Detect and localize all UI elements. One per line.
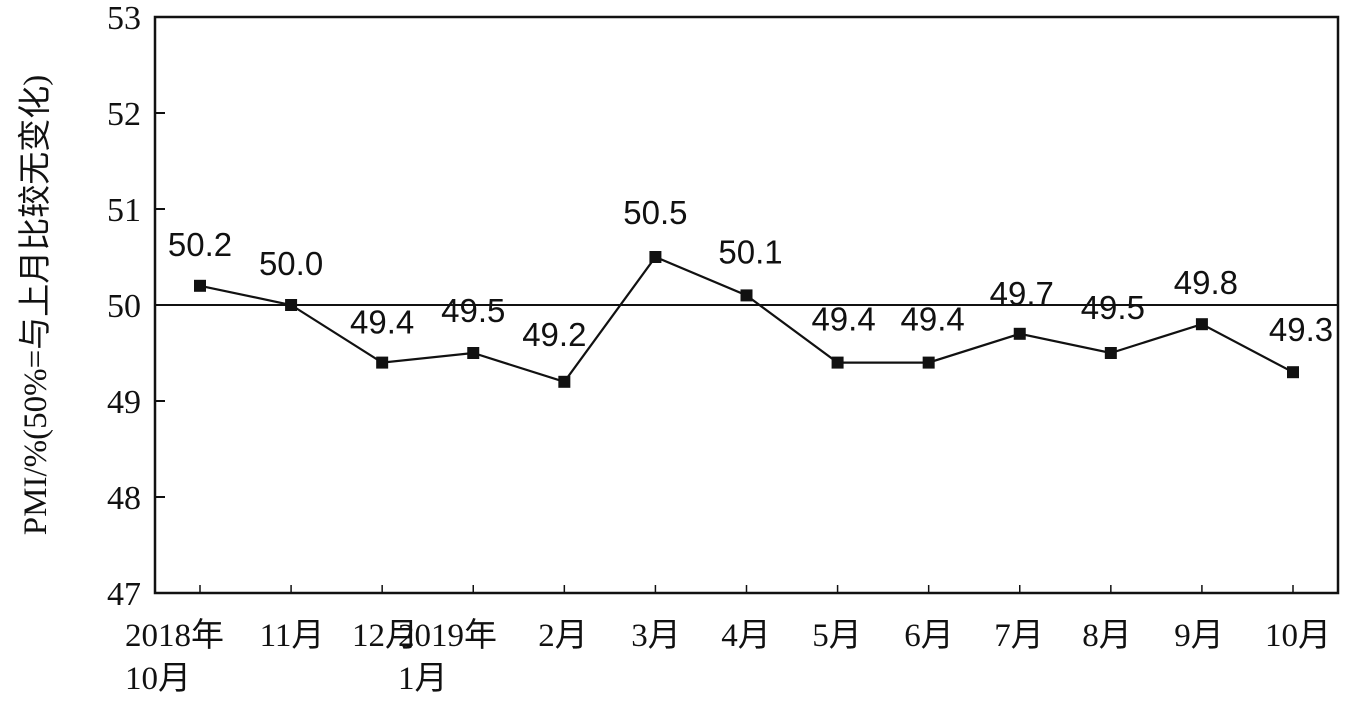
x-tick-label: 2018年 bbox=[125, 617, 224, 654]
data-point-marker bbox=[1195, 318, 1208, 331]
y-tick-label: 51 bbox=[107, 192, 141, 229]
data-label: 49.2 bbox=[522, 316, 586, 353]
data-label: 50.5 bbox=[623, 194, 687, 231]
data-label: 50.2 bbox=[168, 226, 232, 263]
x-tick-label: 10月 bbox=[1265, 618, 1331, 654]
data-point-marker bbox=[649, 251, 662, 263]
x-tick-label: 7月 bbox=[994, 618, 1044, 654]
x-tick-label: 5月 bbox=[812, 618, 862, 654]
x-tick-label: 3月 bbox=[631, 618, 681, 654]
data-point-marker bbox=[376, 356, 389, 369]
data-point-marker bbox=[194, 279, 206, 292]
data-label: 49.4 bbox=[901, 301, 965, 338]
x-tick-label: 1月 bbox=[398, 661, 448, 697]
data-label: 49.5 bbox=[441, 292, 505, 329]
data-label: 49.8 bbox=[1174, 264, 1238, 301]
data-label: 50.0 bbox=[259, 245, 323, 282]
y-axis-title: PMI/%(50%=与上月比较无变化) bbox=[17, 75, 54, 535]
x-tick-label: 8月 bbox=[1082, 618, 1132, 654]
x-tick-label: 9月 bbox=[1174, 618, 1224, 654]
data-label: 49.4 bbox=[811, 301, 875, 338]
data-point-marker bbox=[1104, 347, 1117, 359]
data-label: 49.5 bbox=[1081, 289, 1145, 326]
data-label: 49.7 bbox=[990, 275, 1054, 312]
y-tick-label: 52 bbox=[107, 96, 141, 133]
x-tick-label: 12月 bbox=[352, 618, 418, 654]
data-point-marker bbox=[740, 289, 753, 302]
x-tick-label: 6月 bbox=[904, 618, 954, 654]
series-markers bbox=[194, 251, 1299, 388]
data-point-marker bbox=[1013, 327, 1026, 340]
data-point-marker bbox=[922, 356, 935, 369]
data-point-marker bbox=[285, 299, 298, 311]
y-tick-label: 47 bbox=[107, 576, 141, 613]
data-point-marker bbox=[467, 347, 480, 359]
x-tick-label: 10月 bbox=[125, 661, 191, 697]
data-point-marker bbox=[558, 375, 571, 388]
data-label: 49.4 bbox=[350, 304, 414, 341]
data-labels: 50.2 50.0 49.4 49.5 49.2 50.5 50.1 49.4 49.4 49.7… bbox=[168, 194, 1333, 353]
y-tick-label: 50 bbox=[107, 288, 141, 325]
data-label: 49.3 bbox=[1269, 311, 1333, 348]
x-tick-label: 2月 bbox=[538, 618, 588, 654]
y-tick-label: 48 bbox=[107, 480, 141, 517]
y-tick-label: 49 bbox=[107, 384, 141, 421]
data-point-marker bbox=[831, 356, 844, 369]
data-point-marker bbox=[1287, 366, 1299, 379]
x-tick-label: 2019年 bbox=[398, 617, 497, 654]
x-tick-label: 4月 bbox=[721, 618, 771, 654]
x-tick-label: 11月 bbox=[260, 618, 325, 654]
data-label: 50.1 bbox=[718, 233, 782, 270]
y-axis: 47 48 49 50 51 52 53 bbox=[107, 0, 165, 613]
y-tick-label: 53 bbox=[107, 0, 141, 37]
